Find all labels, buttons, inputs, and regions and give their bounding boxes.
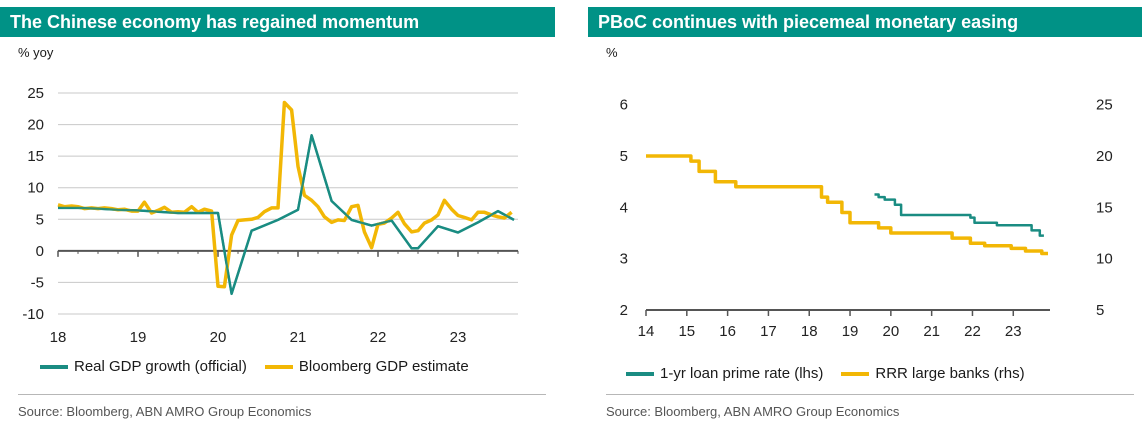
legend-item-loan-prime-rate: 1-yr loan prime rate (lhs) [626,365,823,382]
legend-swatch-gold [264,364,293,369]
x-tick-label: 14 [638,323,655,340]
x-tick-label: 21 [290,329,307,346]
right-source-text: Source: Bloomberg, ABN AMRO Group Econom… [606,404,900,419]
y-right-tick-label: 10 [1096,251,1113,268]
x-tick-label: 21 [923,323,940,340]
legend-label-bloomberg: Bloomberg GDP estimate [298,358,469,375]
x-tick-label: 17 [760,323,777,340]
right-legend: 1-yr loan prime rate (lhs) RRR large ban… [626,365,1043,382]
legend-label-rrr: RRR large banks (rhs) [875,365,1025,382]
y-tick-label: -10 [22,306,44,323]
y-right-tick-label: 25 [1096,97,1113,114]
x-tick-label: 19 [842,323,859,340]
right-line-chart: 6 5 4 3 2 25 20 15 10 5 14 15 16 17 18 19 20 21 22 23 [620,97,1113,340]
x-tick-label: 15 [678,323,695,340]
left-y-unit-label: % yoy [18,45,54,60]
y-right-tick-label: 15 [1096,199,1113,216]
y-left-tick-label: 3 [620,251,628,268]
y-left-tick-label: 2 [620,302,628,319]
left-chart-panel: The Chinese economy has regained momentu… [0,0,558,429]
x-tick-label: 18 [801,323,818,340]
legend-item-rrr: RRR large banks (rhs) [841,365,1025,382]
y-left-tick-label: 4 [620,199,628,216]
y-left-tick-label: 6 [620,97,628,114]
legend-label-loan-prime-rate: 1-yr loan prime rate (lhs) [660,365,824,382]
x-tick-label: 23 [1005,323,1022,340]
y-tick-label: 20 [27,117,44,134]
legend-item-bloomberg: Bloomberg GDP estimate [264,358,469,375]
legend-swatch-teal [626,371,654,376]
legend-swatch-gold [841,371,870,376]
legend-item-real-gdp: Real GDP growth (official) [40,358,247,375]
y-tick-label: 25 [27,85,44,102]
left-legend: Real GDP growth (official) Bloomberg GDP… [40,358,487,375]
right-chart-panel: PBoC continues with piecemeal monetary e… [588,0,1146,429]
y-left-tick-label: 5 [620,148,628,165]
legend-swatch-teal [40,364,68,369]
x-tick-label: 20 [883,323,900,340]
x-tick-label: 18 [50,329,67,346]
x-tick-label: 22 [964,323,981,340]
x-tick-label: 16 [719,323,736,340]
series-line-bloomberg-gdp [57,100,513,289]
left-source-divider [18,394,546,395]
right-chart-title: PBoC continues with piecemeal monetary e… [588,7,1142,37]
x-tick-label: 19 [130,329,147,346]
x-tick-label: 20 [210,329,227,346]
series-line-loan-prime-rate [874,193,1044,237]
y-right-tick-label: 5 [1096,302,1104,319]
y-tick-label: 10 [27,180,44,197]
left-chart-title: The Chinese economy has regained momentu… [0,7,555,37]
right-source-divider [606,394,1134,395]
y-tick-label: 15 [27,148,44,165]
left-line-chart: 25 20 15 10 5 0 -5 -10 18 19 20 21 22 23 [22,85,519,346]
y-tick-label: 5 [36,211,44,228]
right-y-unit-label: % [606,45,618,60]
left-source-text: Source: Bloomberg, ABN AMRO Group Econom… [18,404,312,419]
y-tick-label: 0 [36,243,44,260]
x-tick-label: 23 [450,329,467,346]
legend-label-real-gdp: Real GDP growth (official) [74,358,247,375]
y-right-tick-label: 20 [1096,148,1113,165]
series-line-real-gdp-overlay [58,134,515,295]
series-line-rrr [646,154,1048,256]
y-tick-label: -5 [31,274,44,291]
x-tick-label: 22 [370,329,387,346]
series-line-real-gdp [58,134,515,296]
